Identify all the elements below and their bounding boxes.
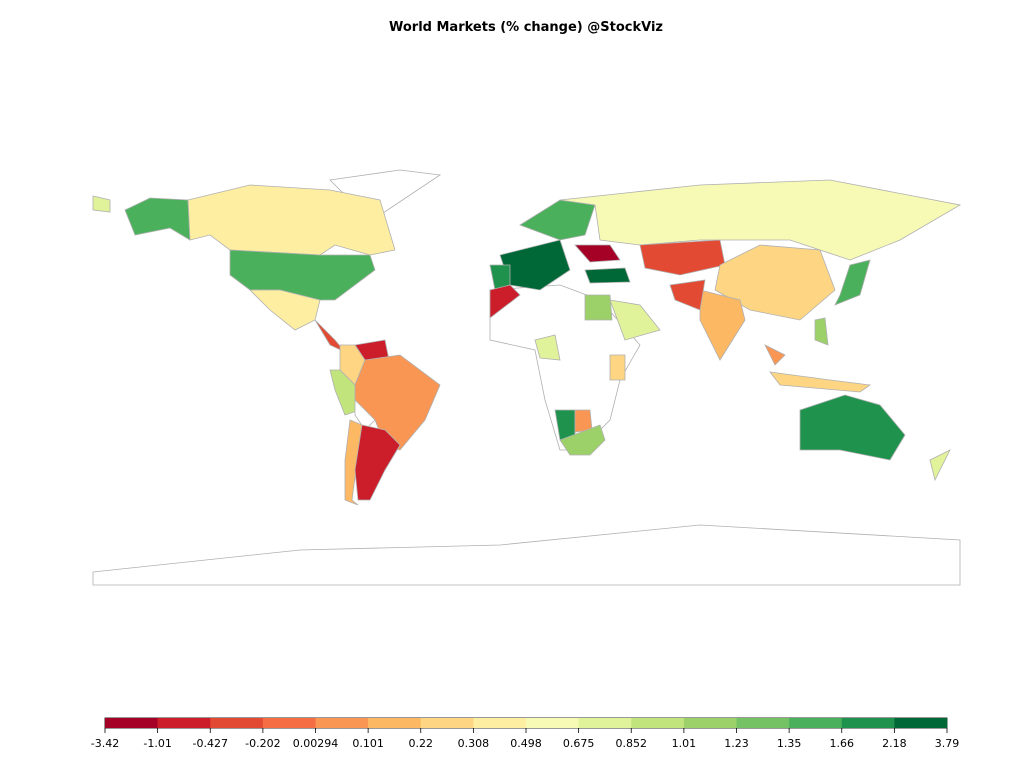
legend-label: 0.308	[458, 737, 490, 750]
land	[124, 197, 191, 241]
land	[489, 284, 521, 319]
legend-swatch	[841, 718, 895, 728]
legend-swatch	[736, 718, 790, 728]
legend-label: 3.79	[935, 737, 960, 750]
legend-swatch	[894, 718, 948, 728]
legend-label: -1.01	[143, 737, 171, 750]
legend-label: 1.01	[672, 737, 697, 750]
land	[639, 239, 726, 276]
land	[929, 449, 951, 482]
legend-label: 0.101	[352, 737, 384, 750]
land	[519, 199, 596, 241]
legend-label: 1.35	[777, 737, 802, 750]
world-map	[92, 169, 962, 586]
land	[769, 371, 872, 393]
land	[559, 424, 606, 456]
legend-swatch	[789, 718, 843, 728]
land	[714, 244, 836, 321]
legend-label: -0.202	[245, 737, 280, 750]
legend-swatch	[683, 718, 737, 728]
legend-label: 1.66	[830, 737, 855, 750]
legend-label: 2.18	[882, 737, 907, 750]
land	[187, 184, 396, 256]
land	[584, 294, 613, 321]
land	[574, 244, 621, 263]
land	[584, 267, 631, 284]
legend-swatch	[210, 718, 264, 728]
land	[699, 289, 746, 361]
land	[499, 239, 571, 291]
map-title: World Markets (% change) @StockViz	[389, 20, 663, 35]
land	[609, 354, 626, 381]
legend-label: -0.427	[193, 737, 228, 750]
legend-swatch	[631, 718, 685, 728]
legend-swatch	[105, 718, 158, 728]
legend-swatch	[157, 718, 211, 728]
legend-swatch	[420, 718, 474, 728]
land	[354, 424, 401, 501]
legend-label: 0.852	[616, 737, 648, 750]
land	[534, 334, 561, 361]
land	[814, 317, 829, 346]
legend-swatch	[578, 718, 632, 728]
legend-label: 0.22	[409, 737, 434, 750]
legend-swatch	[315, 718, 369, 728]
legend-swatch	[368, 718, 422, 728]
legend-label: 1.23	[724, 737, 749, 750]
legend-label: 0.675	[563, 737, 595, 750]
land	[669, 279, 706, 311]
legend-swatch	[473, 718, 527, 728]
land	[609, 299, 661, 341]
land	[764, 344, 786, 366]
legend-label: 0.498	[510, 737, 542, 750]
land	[834, 259, 871, 306]
land	[92, 195, 111, 213]
land	[229, 249, 376, 301]
land	[92, 524, 961, 586]
legend-label: 0.00294	[293, 737, 339, 750]
legend-swatch	[526, 718, 579, 728]
land	[799, 394, 906, 461]
legend-label: -3.42	[91, 737, 119, 750]
legend-swatch	[262, 718, 316, 728]
